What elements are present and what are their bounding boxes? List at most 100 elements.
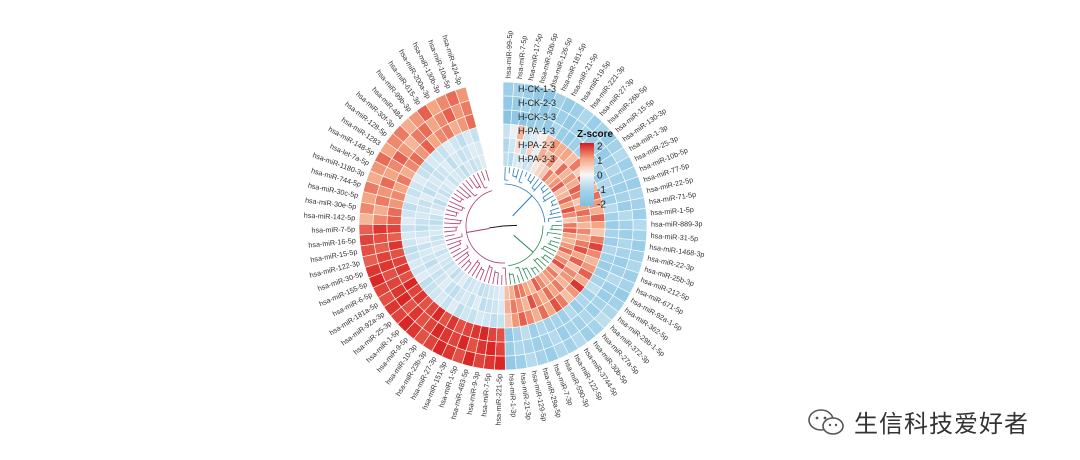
heatmap-cell xyxy=(590,213,606,223)
dendrogram-branch xyxy=(540,247,555,256)
dendrogram-branch xyxy=(444,218,463,222)
dendrogram-branch xyxy=(550,240,560,244)
dendrogram-branch xyxy=(469,177,478,189)
heatmap-cell xyxy=(503,285,511,301)
watermark-text: 生信科技爱好者 xyxy=(854,410,1029,438)
dendrogram-branch xyxy=(509,273,514,275)
dendrogram-branch xyxy=(542,191,552,198)
legend-tick: 1 xyxy=(597,156,603,167)
dendrogram-branch xyxy=(452,247,469,258)
dendrogram-branch xyxy=(547,243,559,248)
dendrogram-branch xyxy=(445,236,463,242)
dendrogram-branch xyxy=(518,170,524,182)
dendrogram-branch xyxy=(533,181,543,192)
sample-track-label: H-PA-1-3 xyxy=(518,126,555,136)
dendrogram-branch xyxy=(551,199,556,203)
zscore-legend: Z-score 2 1 0 -1 -2 xyxy=(577,129,614,211)
dendrogram-branch xyxy=(466,244,469,248)
legend-tick: -1 xyxy=(597,185,606,196)
dendrogram-branch xyxy=(544,254,552,260)
dendrogram-branch xyxy=(542,197,546,201)
dendrogram-branch xyxy=(444,230,457,233)
dendrogram-branch xyxy=(549,228,562,231)
dendrogram-branch xyxy=(485,169,490,182)
dendrogram-branch xyxy=(467,195,470,199)
legend-title: Z-score xyxy=(577,129,614,140)
dendrogram-branch xyxy=(523,267,527,270)
mirna-label: hsa-miR-7-5p xyxy=(311,225,355,235)
dendrogram-branch xyxy=(546,232,548,236)
heatmap-cell xyxy=(503,299,512,315)
heatmap-cell xyxy=(494,341,506,357)
sample-track-label: H-CK-1-3 xyxy=(518,84,556,94)
track-labels: H-CK-1-3 H-CK-2-3 H-CK-3-3 H-PA-1-3 H-PA-2-3… xyxy=(518,84,556,164)
dendrogram-branch xyxy=(531,178,539,188)
dendrogram-branch xyxy=(488,267,493,284)
dendrogram-branch xyxy=(550,201,554,206)
heatmap-cell xyxy=(386,224,402,234)
dendrogram-branch xyxy=(530,267,537,276)
dendrogram-branch xyxy=(512,273,516,284)
dendrogram-branch xyxy=(515,266,519,269)
heatmap-cell xyxy=(372,223,388,235)
heatmap-cell xyxy=(604,220,620,230)
dendrogram-branch xyxy=(496,272,499,285)
dendrogram-branch xyxy=(489,225,504,229)
mirna-label: hsa-miR-1-3p xyxy=(507,374,518,418)
dendrogram-branch xyxy=(456,189,468,199)
heatmap-cell xyxy=(428,224,444,231)
dendrogram-branch xyxy=(547,232,562,235)
dendrogram-branch xyxy=(464,262,472,272)
dendrogram-branch xyxy=(451,196,461,203)
mirna-label: hsa-miR-142-5p xyxy=(304,211,356,223)
heatmap-cell xyxy=(400,224,416,233)
heatmap-cell xyxy=(358,223,374,236)
dendrogram-branch xyxy=(459,240,462,245)
dendrogram-branch xyxy=(550,210,552,215)
heatmap-cell xyxy=(603,211,620,222)
dendrogram-branch xyxy=(480,170,486,181)
sample-track-label: H-CK-3-3 xyxy=(518,112,556,122)
dendrogram-branch xyxy=(534,257,538,261)
dendrogram-branch xyxy=(455,212,458,217)
dendrogram-branch xyxy=(480,268,485,271)
dendrogram-branch xyxy=(476,172,486,189)
dendrogram-branch xyxy=(544,245,557,252)
dendrogram-branch xyxy=(550,207,560,211)
dendrogram-branch xyxy=(540,256,550,264)
dendrogram-branch xyxy=(527,179,532,183)
dendrogram-branch xyxy=(540,188,545,193)
dendrogram-branch xyxy=(461,233,463,237)
sample-track-label: H-PA-2-3 xyxy=(518,140,555,150)
dendrogram-branch xyxy=(465,179,474,189)
heatmap-cell xyxy=(502,109,513,125)
heatmap-cell xyxy=(562,222,578,229)
dendrogram-branch xyxy=(527,173,532,181)
heatmap-cell xyxy=(632,219,648,231)
dendrogram-branch xyxy=(531,187,536,191)
dendrogram-branch xyxy=(542,254,546,259)
dendrogram-branch xyxy=(549,240,552,245)
heatmap-cell xyxy=(618,219,634,231)
dendrogram-branch xyxy=(529,176,536,185)
heatmap-cell xyxy=(372,232,389,245)
dendrogram-branch xyxy=(472,174,482,189)
dendrogram-branch xyxy=(448,243,461,250)
dendrogram-branch xyxy=(524,171,528,177)
dendrogram-branch xyxy=(548,216,562,220)
heatmap-cell xyxy=(496,313,505,329)
dendrogram-branch xyxy=(531,266,536,270)
dendrogram-branch xyxy=(550,203,558,207)
mirna-label: hsa-miR-7-5p xyxy=(479,373,492,417)
legend-tick: 2 xyxy=(597,142,603,153)
dendrogram-branch xyxy=(540,184,546,190)
dendrogram-branch xyxy=(471,263,481,277)
dendrogram-branch xyxy=(444,222,461,225)
dendrogram-branch xyxy=(479,270,485,281)
dendrogram-branch xyxy=(534,266,540,273)
heatmap-cell xyxy=(386,232,403,243)
heatmap-cell xyxy=(494,355,506,371)
dendrogram-branch xyxy=(466,227,490,234)
dendrogram-branch xyxy=(468,260,472,264)
